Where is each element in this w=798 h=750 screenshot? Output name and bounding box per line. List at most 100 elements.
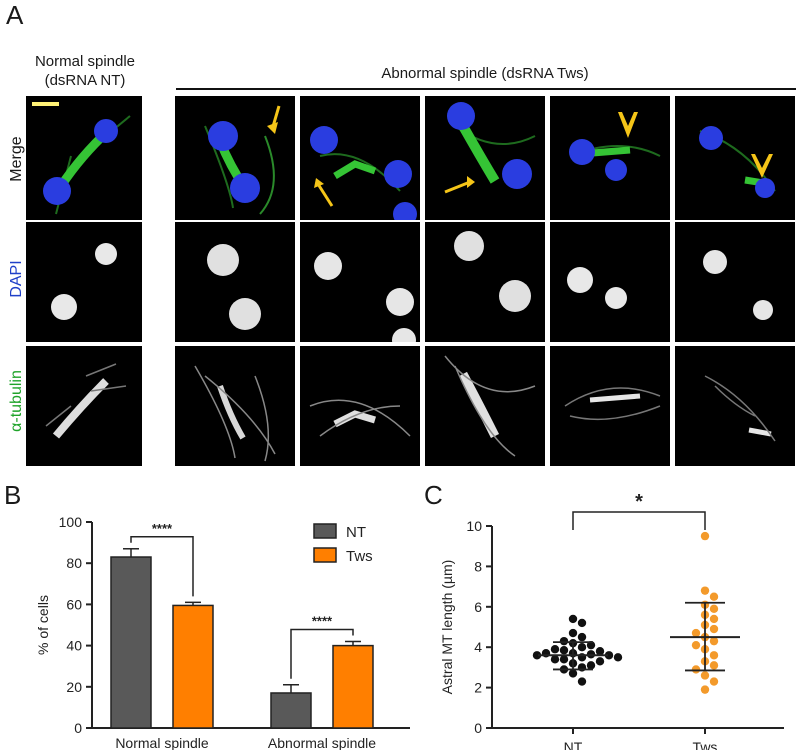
data-point-nt <box>586 650 596 659</box>
data-point-nt <box>577 632 587 642</box>
row-label-dapi: DAPI <box>8 260 25 298</box>
data-point-nt <box>595 657 605 666</box>
data-point-tws <box>700 671 710 680</box>
tubulin-image-tws-2 <box>300 346 420 466</box>
merge-image-tws-5-graphic <box>699 126 776 198</box>
merge-image-tws-2 <box>300 96 420 220</box>
data-point-tws <box>691 628 701 638</box>
tubulin-image-tws-2-graphic <box>309 399 411 437</box>
data-point-nt <box>559 646 569 655</box>
merge-image-tws-2-graphic <box>310 126 417 220</box>
data-point-nt <box>586 640 596 650</box>
dapi-image-tws-5 <box>675 222 795 342</box>
bar-nt <box>270 692 312 729</box>
merge-image-nt <box>26 96 142 220</box>
legend-swatch-tws <box>313 547 337 563</box>
tubulin-image-nt <box>26 346 142 466</box>
scatter-chart: 0 2 4 6 8 10 Astral MT length (µm) NT Tws * <box>439 491 784 750</box>
tubulin-image-tws-4 <box>550 346 670 466</box>
tubulin-image-tws-3 <box>425 346 545 466</box>
data-point-tws <box>709 636 719 646</box>
data-point-tws <box>700 586 710 595</box>
data-point-tws <box>709 661 719 670</box>
merge-image-tws-3 <box>425 96 545 220</box>
dapi-image-tws-4-graphic <box>567 267 627 309</box>
normal-title-line1: Normal spindle <box>34 53 136 70</box>
y-axis-label: Astral MT length (µm) <box>439 560 455 695</box>
data-point-nt <box>586 661 596 670</box>
tubulin-image-nt-graphic <box>45 363 127 439</box>
legend-swatch-nt <box>313 523 337 539</box>
x-tick-label: Normal spindle <box>115 735 209 750</box>
data-point-nt <box>559 636 569 646</box>
dapi-image-tws-3-graphic <box>454 231 531 312</box>
bar-chart: 0 20 40 60 80 100 % of cells Normal spindle ****… <box>35 514 410 750</box>
data-point-tws <box>709 624 719 634</box>
y-axis-label: % of cells <box>35 595 51 655</box>
data-point-tws <box>709 651 719 660</box>
row-label-tubulin: α-tubulin <box>8 370 25 432</box>
dapi-image-tws-5-graphic <box>703 250 773 320</box>
bar-nt <box>110 556 152 729</box>
y-tick-label: 0 <box>74 720 82 736</box>
bar-tws <box>332 644 374 729</box>
normal-title-line2: (dsRNA NT) <box>44 72 126 89</box>
tubulin-image-tws-1 <box>175 346 295 466</box>
abnormal-bracket-line <box>176 88 796 90</box>
normal-spindle-title: Normal spindle (dsRNA NT) <box>10 52 160 90</box>
y-tick-label: 100 <box>59 514 83 530</box>
dapi-image-nt <box>26 222 142 342</box>
data-point-tws <box>709 604 719 614</box>
legend-label-nt: NT <box>346 524 366 541</box>
significance-bracket <box>290 628 354 679</box>
y-tick-label: 80 <box>66 555 82 571</box>
dapi-image-tws-1-graphic <box>207 244 261 330</box>
y-tick-label: 60 <box>66 596 82 612</box>
panel-c-letter: C <box>424 480 443 510</box>
data-point-tws <box>691 640 701 650</box>
data-point-nt <box>568 628 578 638</box>
data-point-tws <box>700 531 710 541</box>
y-tick-label: 6 <box>474 599 482 615</box>
data-point-nt <box>568 614 578 624</box>
x-tick-label: Tws <box>693 739 718 750</box>
dapi-image-tws-4 <box>550 222 670 342</box>
tubulin-image-tws-5 <box>675 346 795 466</box>
legend-label-tws: Tws <box>346 548 373 565</box>
y-tick-label: 10 <box>466 518 482 534</box>
y-tick-label: 0 <box>474 720 482 736</box>
data-point-nt <box>577 677 587 686</box>
data-point-nt <box>550 645 560 654</box>
tubulin-image-tws-1-graphic <box>194 365 276 462</box>
dapi-image-nt-graphic <box>51 243 117 320</box>
data-point-nt <box>532 651 542 660</box>
significance-label: **** <box>152 521 173 536</box>
bar-tws <box>172 604 214 729</box>
significance-bracket <box>130 536 194 597</box>
dapi-image-tws-2 <box>300 222 420 342</box>
data-point-tws <box>709 677 719 686</box>
significance-label: * <box>635 491 643 513</box>
merge-image-nt-graphic <box>32 102 131 215</box>
merge-image-tws-5 <box>675 96 795 220</box>
row-label-merge: Merge <box>8 136 25 182</box>
y-tick-label: 2 <box>474 680 482 696</box>
data-point-nt <box>577 643 587 652</box>
y-tick-label: 8 <box>474 558 482 574</box>
tubulin-image-tws-3-graphic <box>444 355 536 457</box>
y-tick-label: 4 <box>474 639 482 655</box>
merge-image-tws-4 <box>550 96 670 220</box>
merge-image-tws-1 <box>175 96 295 220</box>
dapi-image-tws-3 <box>425 222 545 342</box>
tubulin-image-tws-4-graphic <box>564 387 661 421</box>
data-point-nt <box>577 618 587 628</box>
dapi-image-tws-1 <box>175 222 295 342</box>
data-point-tws <box>709 592 719 601</box>
merge-image-tws-1-graphic <box>204 105 281 215</box>
data-point-tws <box>691 665 701 674</box>
data-point-nt <box>568 669 578 678</box>
data-point-nt <box>613 653 623 662</box>
x-tick-label: Abnormal spindle <box>268 735 376 750</box>
y-tick-label: 40 <box>66 638 82 654</box>
x-tick-label: NT <box>564 739 583 750</box>
